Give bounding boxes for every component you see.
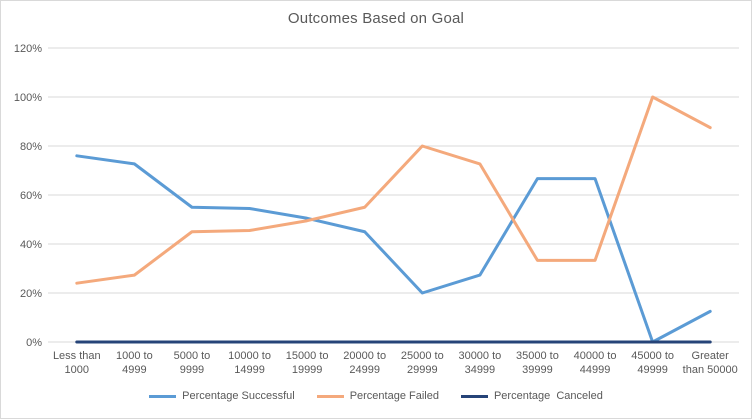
y-axis-tick-label: 20% — [20, 288, 42, 300]
y-axis-tick-label: 40% — [20, 239, 42, 251]
x-axis-category-label: 40000 to 44999 — [574, 350, 617, 376]
series-line-percentage-successful — [75, 154, 712, 344]
legend-item-percentage-canceled: Percentage Canceled — [460, 390, 603, 402]
legend-label-percentage-failed: Percentage Failed — [349, 390, 439, 402]
x-axis-category-label: 30000 to 34999 — [458, 350, 501, 376]
legend-label-percentage-canceled: Percentage Canceled — [493, 390, 603, 402]
x-axis-category-label: 15000 to 19999 — [286, 350, 329, 376]
legend-swatch-percentage-successful — [149, 394, 177, 398]
y-axis-tick-label: 80% — [20, 141, 42, 153]
x-axis-category-label: 35000 to 39999 — [516, 350, 559, 376]
legend-swatch-percentage-canceled — [460, 394, 488, 398]
x-axis-category-label: Greater than 50000 — [683, 350, 738, 376]
x-axis-category-label: 10000 to 14999 — [228, 350, 271, 376]
x-axis-category-label: Less than 1000 — [53, 350, 101, 376]
legend: Percentage Successful Percentage Failed Pe… — [1, 390, 751, 402]
legend-label-percentage-successful: Percentage Successful — [182, 390, 295, 402]
y-axis-tick-label: 0% — [26, 337, 42, 349]
y-axis-tick-label: 120% — [14, 43, 42, 55]
y-axis-tick-label: 100% — [14, 92, 42, 104]
legend-swatch-percentage-failed — [316, 394, 344, 398]
x-axis-category-label: 45000 to 49999 — [631, 350, 674, 376]
x-axis-category-label: 5000 to 9999 — [174, 350, 211, 376]
chart-title: Outcomes Based on Goal — [287, 10, 465, 27]
y-axis-tick-label: 60% — [20, 190, 42, 202]
series-line-percentage-failed — [75, 95, 712, 285]
legend-item-percentage-failed: Percentage Failed — [316, 390, 439, 402]
x-axis-category-label: 1000 to 4999 — [116, 350, 153, 376]
legend-item-percentage-successful: Percentage Successful — [149, 390, 295, 402]
x-axis-category-label: 25000 to 29999 — [401, 350, 444, 376]
x-axis-category-label: 20000 to 24999 — [343, 350, 386, 376]
